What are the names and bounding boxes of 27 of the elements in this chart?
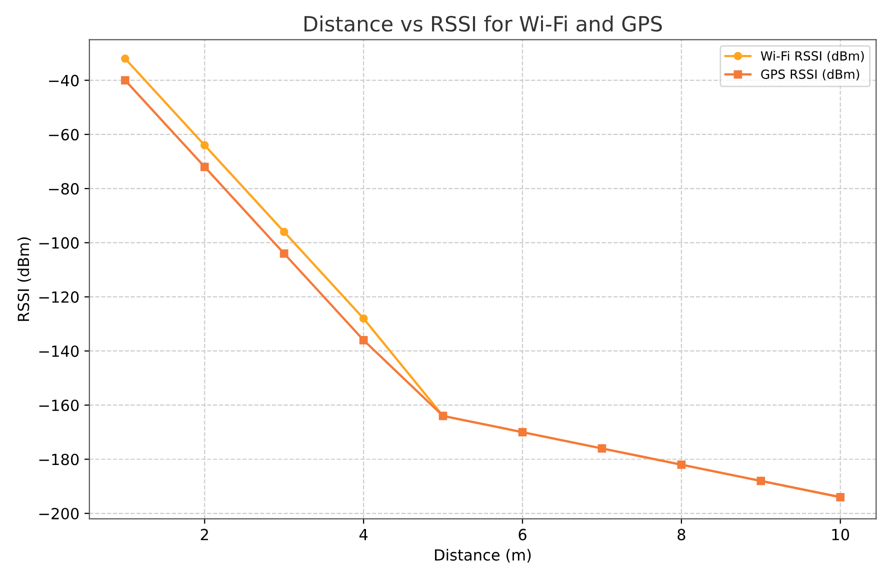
x-tick-label: 10 — [832, 528, 850, 540]
point — [280, 228, 288, 236]
y-tick-label: −120 — [39, 291, 79, 303]
y-tick-label: −60 — [49, 128, 79, 140]
y-tick-label: −100 — [39, 237, 79, 249]
y-tick-label: −80 — [49, 183, 79, 195]
point — [359, 314, 368, 323]
chart-title: Distance vs RSSI for Wi-Fi and GPS — [304, 16, 662, 32]
point — [280, 249, 288, 258]
y-tick-label: −40 — [49, 74, 79, 86]
x-tick-label: 6 — [518, 528, 526, 540]
x-tick-label: 8 — [678, 528, 686, 540]
y-axis-title: RSSI (dBm) — [17, 237, 31, 321]
y-tick-label: −180 — [39, 454, 79, 466]
point — [359, 336, 368, 344]
y-tick-label: −160 — [39, 400, 79, 412]
point — [120, 54, 130, 63]
point — [200, 162, 209, 172]
y-tick-label: −200 — [39, 508, 79, 520]
legend-label: GPS RSSI (dBm) — [761, 69, 860, 80]
x-axis-title: Distance (m) — [435, 548, 531, 562]
point — [120, 76, 130, 84]
x-tick-label: 4 — [359, 528, 368, 540]
x-tick-label: 2 — [200, 528, 208, 540]
y-tick-label: −140 — [39, 345, 79, 357]
legend-label: Wi-Fi RSSI (dBm) — [760, 50, 864, 62]
point — [200, 141, 209, 150]
